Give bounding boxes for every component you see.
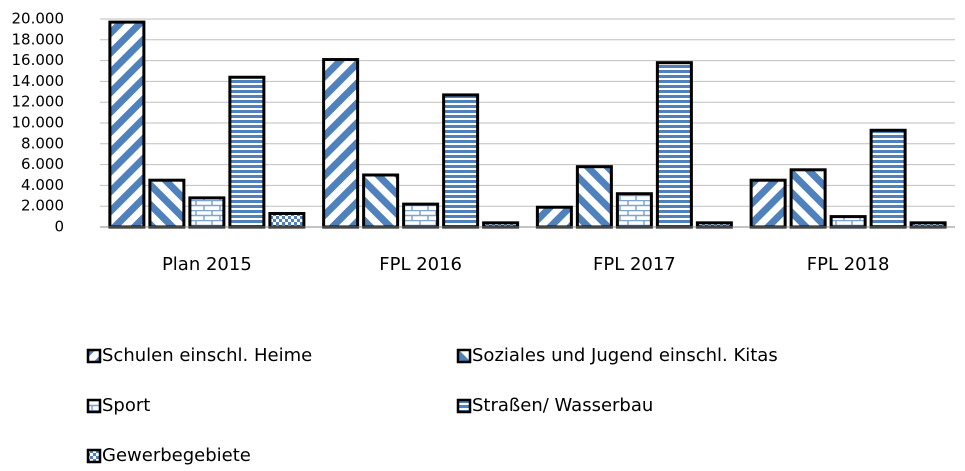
x-tick-label: FPL 2017 — [593, 254, 676, 275]
y-tick-label: 18.000 — [12, 30, 65, 48]
y-tick-label: 10.000 — [12, 114, 65, 132]
bar — [695, 221, 733, 229]
bar — [575, 165, 613, 229]
x-tick-label: FPL 2018 — [807, 254, 890, 275]
bar — [322, 58, 360, 229]
bar — [362, 173, 400, 229]
bar — [749, 178, 787, 229]
x-tick-label: FPL 2016 — [379, 254, 462, 275]
bar — [402, 202, 440, 229]
bar — [909, 221, 947, 229]
legend-label: Schulen einschl. Heime — [102, 345, 312, 366]
y-tick-label: 20.000 — [12, 10, 65, 28]
legend-swatch — [456, 398, 472, 414]
bar — [108, 20, 146, 229]
y-tick-label: 0 — [54, 218, 64, 236]
x-tick-label: Plan 2015 — [162, 254, 252, 275]
bar — [615, 192, 653, 229]
legend-label: Sport — [102, 395, 150, 416]
legend-label: Soziales und Jugend einschl. Kitas — [472, 345, 778, 366]
bar — [789, 168, 827, 229]
legend-swatch — [86, 398, 102, 414]
y-tick-label: 14.000 — [12, 72, 65, 90]
bar — [655, 61, 693, 229]
y-tick-label: 2.000 — [21, 197, 64, 215]
y-tick-label: 4.000 — [21, 176, 64, 194]
legend-swatch — [456, 348, 472, 364]
bar — [268, 211, 306, 229]
bar — [482, 221, 520, 229]
bar — [869, 128, 907, 229]
bar — [188, 196, 226, 229]
y-tick-label: 12.000 — [12, 93, 65, 111]
bar — [535, 205, 573, 229]
legend-label: Straßen/ Wasserbau — [472, 395, 653, 416]
legend-label: Gewerbegebiete — [102, 445, 251, 466]
bar — [148, 178, 186, 229]
y-tick-label: 6.000 — [21, 155, 64, 173]
legend-swatch — [86, 448, 102, 464]
bar — [228, 75, 266, 229]
legend-swatch — [86, 348, 102, 364]
bar — [829, 215, 867, 229]
y-tick-label: 16.000 — [12, 51, 65, 69]
bar — [442, 93, 480, 229]
y-tick-label: 8.000 — [21, 134, 64, 152]
